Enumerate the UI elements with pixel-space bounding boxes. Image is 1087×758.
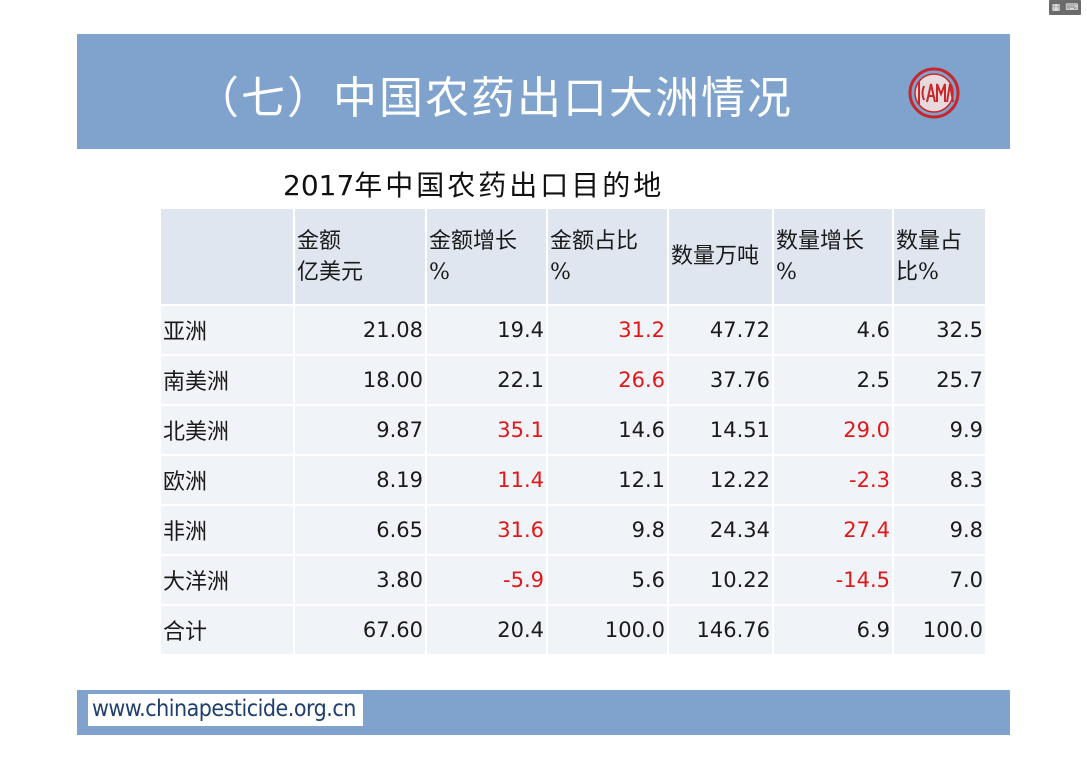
- table-cell: 9.8: [547, 505, 669, 556]
- region-label: 北美洲: [161, 405, 295, 456]
- table-cell: 5.6: [547, 555, 669, 606]
- table-row: 亚洲 21.08 19.4 31.2 47.72 4.6 32.5: [161, 305, 987, 356]
- page-title: （七）中国农药出口大洲情况: [195, 73, 793, 124]
- table-row: 欧洲 8.19 11.4 12.1 12.22 -2.3 8.3: [161, 455, 987, 506]
- table-cell: 100.0: [893, 605, 987, 656]
- table-cell: -2.3: [773, 455, 894, 506]
- title-banner: （七）中国农药出口大洲情况: [77, 34, 1010, 149]
- table-header-row: 金额 亿美元 金额增长 % 金额占比 % 数量万吨 数量增长 % 数量占 比%: [161, 209, 987, 306]
- table-cell: 8.3: [893, 455, 987, 506]
- table-title-text: 年中国农药出口目的地: [354, 169, 665, 202]
- table-cell: 12.22: [668, 455, 774, 506]
- table-cell: 4.6: [773, 305, 894, 356]
- footer-link[interactable]: www.chinapesticide.org.cn: [88, 694, 363, 726]
- table-cell: 100.0: [547, 605, 669, 656]
- region-label: 非洲: [161, 505, 295, 556]
- table-cell: 9.87: [294, 405, 427, 456]
- table-cell: -5.9: [426, 555, 548, 606]
- table-cell: 2.5: [773, 355, 894, 406]
- table-row: 非洲 6.65 31.6 9.8 24.34 27.4 9.8: [161, 505, 987, 556]
- table-header-cell: 数量万吨: [668, 209, 774, 306]
- table-row: 北美洲 9.87 35.1 14.6 14.51 29.0 9.9: [161, 405, 987, 456]
- export-table: 金额 亿美元 金额增长 % 金额占比 % 数量万吨 数量增长 % 数量占 比% 亚洲 21.0…: [161, 209, 987, 656]
- table-cell: 9.9: [893, 405, 987, 456]
- table-header-cell: 数量占 比%: [893, 209, 987, 306]
- table-cell: 12.1: [547, 455, 669, 506]
- table-cell: 9.8: [893, 505, 987, 556]
- table-cell: 31.2: [547, 305, 669, 356]
- table-cell: 67.60: [294, 605, 427, 656]
- table-cell: 18.00: [294, 355, 427, 406]
- table-row: 合计 67.60 20.4 100.0 146.76 6.9 100.0: [161, 605, 987, 656]
- table-cell: 29.0: [773, 405, 894, 456]
- table-header-cell: 金额占比 %: [547, 209, 669, 306]
- table-cell: 35.1: [426, 405, 548, 456]
- table-cell: 27.4: [773, 505, 894, 556]
- table-cell: 14.6: [547, 405, 669, 456]
- table-cell: 11.4: [426, 455, 548, 506]
- table-cell: 6.65: [294, 505, 427, 556]
- table-cell: 146.76: [668, 605, 774, 656]
- table-cell: 8.19: [294, 455, 427, 506]
- region-label: 大洋洲: [161, 555, 295, 606]
- table-cell: 14.51: [668, 405, 774, 456]
- cama-logo-icon: [908, 67, 960, 119]
- table-cell: 37.76: [668, 355, 774, 406]
- table-cell: -14.5: [773, 555, 894, 606]
- table-cell: 20.4: [426, 605, 548, 656]
- region-label: 欧洲: [161, 455, 295, 506]
- table-cell: 19.4: [426, 305, 548, 356]
- table-cell: 21.08: [294, 305, 427, 356]
- table-header-cell: 金额 亿美元: [294, 209, 427, 306]
- table-row: 南美洲 18.00 22.1 26.6 37.76 2.5 25.7: [161, 355, 987, 406]
- grid-icon: ▦: [1051, 2, 1061, 13]
- keyboard-glyph-icon: ⌨: [1065, 2, 1079, 13]
- table-cell: 22.1: [426, 355, 548, 406]
- table-cell: 32.5: [893, 305, 987, 356]
- table-cell: 3.80: [294, 555, 427, 606]
- table-title: 2017年中国农药出口目的地: [283, 164, 664, 204]
- table-cell: 10.22: [668, 555, 774, 606]
- table-cell: 31.6: [426, 505, 548, 556]
- keyboard-icon[interactable]: ▦ ⌨: [1049, 0, 1081, 15]
- region-label: 亚洲: [161, 305, 295, 356]
- table-header-cell: [161, 209, 295, 306]
- table-cell: 26.6: [547, 355, 669, 406]
- footer-bar: www.chinapesticide.org.cn: [77, 690, 1010, 735]
- table-title-year: 2017: [283, 169, 355, 202]
- region-label: 合计: [161, 605, 295, 656]
- table-row: 大洋洲 3.80 -5.9 5.6 10.22 -14.5 7.0: [161, 555, 987, 606]
- region-label: 南美洲: [161, 355, 295, 406]
- table-cell: 7.0: [893, 555, 987, 606]
- table-cell: 25.7: [893, 355, 987, 406]
- table-header-cell: 数量增长 %: [773, 209, 894, 306]
- table-cell: 47.72: [668, 305, 774, 356]
- table-cell: 24.34: [668, 505, 774, 556]
- table-cell: 6.9: [773, 605, 894, 656]
- table-header-cell: 金额增长 %: [426, 209, 548, 306]
